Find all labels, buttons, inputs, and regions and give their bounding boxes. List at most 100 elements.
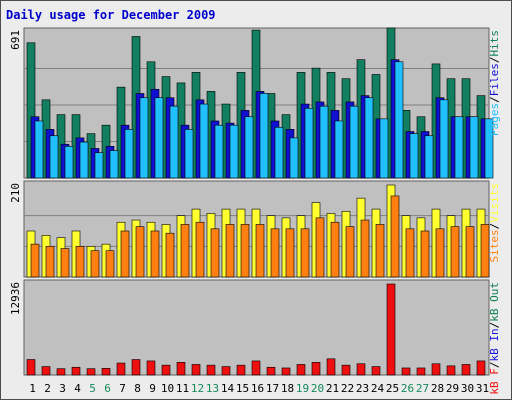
legend-part: kB F (488, 368, 501, 395)
day-label-25: 25 (386, 382, 399, 395)
bar-kb-f-11 (176, 362, 186, 376)
day-label-16: 16 (251, 382, 264, 395)
legend-part: / (488, 322, 501, 329)
bar-sites-7 (120, 230, 130, 278)
bar-kb-f-23 (356, 363, 366, 376)
bar-kb-f-29 (446, 365, 456, 376)
legend-part: kB Out (488, 282, 501, 322)
bar-pages-13 (214, 124, 224, 179)
bar-pages-27 (424, 135, 434, 179)
bar-pages-29 (454, 116, 464, 179)
day-label-30: 30 (461, 382, 474, 395)
bar-kb-f-31 (476, 360, 486, 376)
bar-sites-15 (240, 224, 250, 278)
day-label-6: 6 (104, 382, 111, 395)
bar-kb-f-3 (56, 368, 66, 376)
legend-part: / (488, 223, 501, 230)
bar-sites-16 (255, 224, 265, 278)
bar-sites-14 (225, 224, 235, 278)
bar-pages-26 (409, 133, 419, 179)
bar-pages-1 (34, 120, 44, 179)
bar-kb-f-1 (26, 359, 36, 376)
day-label-14: 14 (221, 382, 235, 395)
legend-part: / (488, 96, 501, 103)
legend-part: Hits (488, 30, 501, 57)
bar-pages-8 (139, 97, 149, 179)
bar-kb-f-5 (86, 368, 96, 376)
ymax-label-top: 691 (9, 30, 22, 50)
day-label-4: 4 (74, 382, 81, 395)
bar-kb-f-15 (236, 364, 246, 376)
bar-sites-9 (150, 230, 160, 278)
bar-sites-29 (450, 226, 460, 278)
day-label-7: 7 (119, 382, 126, 395)
legend-part: kB In (488, 328, 501, 361)
bar-kb-f-6 (101, 368, 111, 376)
bar-sites-2 (45, 246, 55, 278)
bar-pages-10 (169, 105, 179, 179)
bar-kb-f-22 (341, 364, 351, 376)
bar-sites-10 (165, 232, 175, 278)
legend-part: / (488, 362, 501, 369)
bar-sites-1 (30, 243, 40, 278)
bar-pages-31 (484, 118, 494, 179)
bar-pages-19 (304, 107, 314, 179)
bar-sites-19 (300, 228, 310, 278)
bar-pages-3 (64, 146, 74, 179)
day-label-22: 22 (341, 382, 354, 395)
bar-kb-f-8 (131, 359, 141, 376)
bar-pages-2 (49, 135, 59, 179)
bar-pages-11 (184, 129, 194, 179)
day-label-5: 5 (89, 382, 96, 395)
bar-pages-28 (439, 99, 449, 179)
bar-pages-30 (469, 116, 479, 179)
bar-kb-f-28 (431, 363, 441, 376)
bar-pages-14 (229, 124, 239, 179)
bar-kb-f-10 (161, 364, 171, 376)
bar-sites-31 (480, 224, 490, 278)
bar-pages-18 (289, 137, 299, 179)
legend-bottom: kB F/kB In/kB Out (488, 282, 501, 395)
bar-sites-13 (210, 228, 220, 278)
day-label-12: 12 (191, 382, 204, 395)
bar-kb-f-27 (416, 367, 426, 376)
bar-kb-f-24 (371, 366, 381, 376)
day-label-9: 9 (149, 382, 156, 395)
bar-kb-f-25 (386, 283, 396, 376)
bar-kb-f-18 (281, 367, 291, 376)
bar-kb-f-16 (251, 360, 261, 376)
day-label-11: 11 (176, 382, 189, 395)
bar-sites-20 (315, 217, 325, 278)
bar-pages-22 (349, 105, 359, 179)
bar-sites-12 (195, 221, 205, 278)
day-label-21: 21 (326, 382, 339, 395)
bar-kb-f-14 (221, 366, 231, 376)
bar-sites-30 (465, 226, 475, 278)
day-label-2: 2 (44, 382, 51, 395)
bar-sites-4 (75, 246, 85, 278)
bar-kb-f-13 (206, 364, 216, 376)
day-label-31: 31 (476, 382, 489, 395)
bar-sites-21 (330, 221, 340, 278)
bar-pages-6 (109, 150, 119, 179)
day-label-13: 13 (206, 382, 219, 395)
bar-sites-17 (270, 228, 280, 278)
bar-kb-f-4 (71, 366, 81, 376)
legend-top: Pages/Files/Hits (488, 30, 501, 136)
bar-sites-11 (180, 224, 190, 278)
day-label-8: 8 (134, 382, 141, 395)
bar-sites-6 (105, 250, 115, 278)
bar-kb-f-19 (296, 364, 306, 376)
day-label-27: 27 (416, 382, 429, 395)
day-label-19: 19 (296, 382, 309, 395)
bar-pages-7 (124, 129, 134, 179)
bar-kb-f-26 (401, 367, 411, 376)
day-label-10: 10 (161, 382, 174, 395)
day-label-28: 28 (431, 382, 444, 395)
bar-sites-8 (135, 226, 145, 278)
bar-sites-5 (90, 250, 100, 278)
day-label-18: 18 (281, 382, 294, 395)
bar-kb-f-7 (116, 362, 126, 376)
bar-sites-26 (405, 228, 415, 278)
day-label-26: 26 (401, 382, 414, 395)
